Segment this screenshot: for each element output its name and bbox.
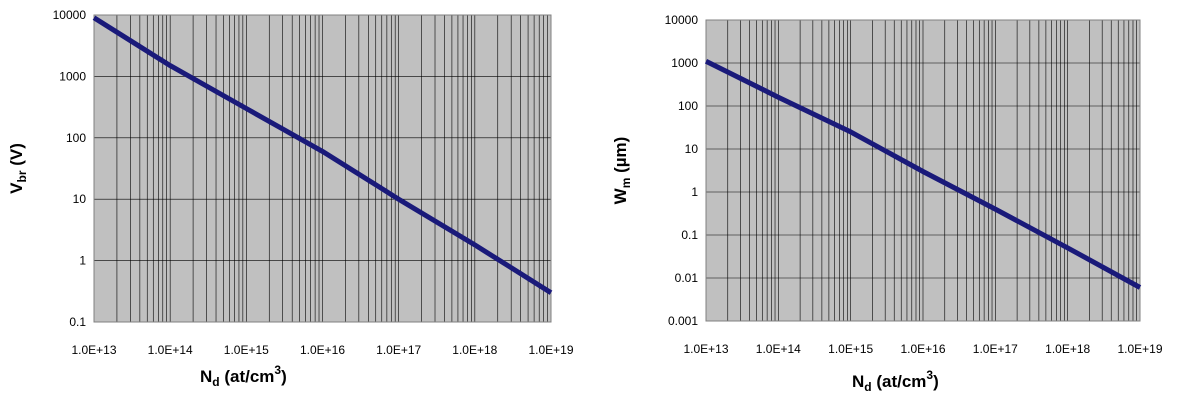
x-axis-label: Nd (at/cm3) xyxy=(200,363,287,389)
x-tick-label: 1.0E+16 xyxy=(900,342,945,356)
y-tick-label: 1 xyxy=(691,185,698,199)
y-tick-labels: 0.1 1 10 100 1000 10000 xyxy=(53,8,87,329)
x-tick-label: 1.0E+13 xyxy=(71,343,116,357)
x-tick-label: 1.0E+14 xyxy=(148,343,193,357)
y-tick-label: 100 xyxy=(66,131,86,145)
x-tick-label: 1.0E+19 xyxy=(1117,342,1162,356)
wm-chart: 1.0E+13 1.0E+14 1.0E+15 1.0E+16 1.0E+17 1.0E+… xyxy=(611,13,1163,394)
y-tick-label: 10 xyxy=(685,142,699,156)
x-tick-label: 1.0E+15 xyxy=(224,343,269,357)
x-tick-label: 1.0E+19 xyxy=(528,343,573,357)
x-tick-label: 1.0E+17 xyxy=(973,342,1018,356)
series-line-0 xyxy=(704,58,1142,290)
y-tick-label: 1000 xyxy=(59,69,86,83)
y-tick-label: 0.1 xyxy=(681,228,698,242)
y-tick-label: 100 xyxy=(678,99,698,113)
y-tick-label: 10 xyxy=(73,192,87,206)
vbr-chart: 1.0E+13 1.0E+14 1.0E+15 1.0E+16 1.0E+17 1.0E+… xyxy=(7,8,574,389)
plot-border xyxy=(93,14,552,323)
y-tick-label: 10000 xyxy=(53,8,87,22)
y-tick-label: 0.01 xyxy=(675,271,699,285)
y-tick-labels: 0.001 0.01 0.1 1 10 100 1000 10000 xyxy=(665,13,699,328)
x-tick-label: 1.0E+18 xyxy=(1045,342,1090,356)
y-tick-label: 1 xyxy=(79,254,86,268)
series-line-0 xyxy=(92,15,553,295)
x-axis-label: Nd (at/cm3) xyxy=(852,368,939,394)
x-tick-label: 1.0E+18 xyxy=(452,343,497,357)
y-tick-label: 0.1 xyxy=(69,315,86,329)
x-tick-label: 1.0E+17 xyxy=(376,343,421,357)
x-tick-label: 1.0E+13 xyxy=(683,342,728,356)
x-tick-label: 1.0E+14 xyxy=(756,342,801,356)
y-axis-label: Vbr (V) xyxy=(7,143,29,194)
y-axis-label: Wm (µm) xyxy=(611,137,633,205)
y-tick-label: 1000 xyxy=(671,56,698,70)
plot-border xyxy=(705,19,1141,322)
x-tick-labels: 1.0E+13 1.0E+14 1.0E+15 1.0E+16 1.0E+17 1.0E+… xyxy=(71,343,573,357)
x-tick-label: 1.0E+15 xyxy=(828,342,873,356)
y-tick-label: 0.001 xyxy=(668,314,698,328)
y-tick-label: 10000 xyxy=(665,13,699,27)
x-tick-labels: 1.0E+13 1.0E+14 1.0E+15 1.0E+16 1.0E+17 1.0E+… xyxy=(683,342,1162,356)
x-tick-label: 1.0E+16 xyxy=(300,343,345,357)
